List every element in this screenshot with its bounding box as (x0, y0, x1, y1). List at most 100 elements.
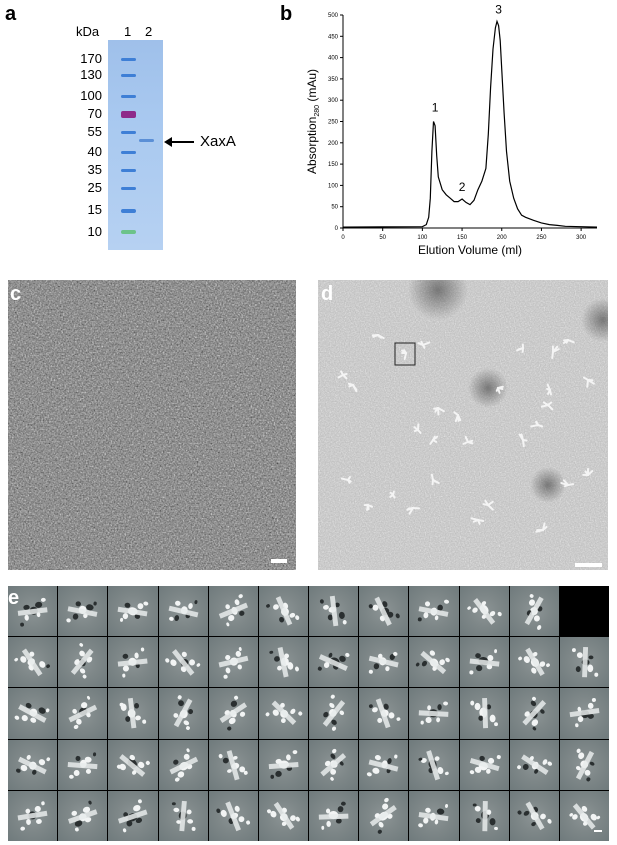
panel-label-e: e (8, 587, 20, 609)
particle-density (265, 596, 300, 626)
particle-density (171, 800, 196, 832)
y-tick-label: 0 (335, 226, 339, 232)
particle-density (265, 700, 303, 726)
class-average (559, 739, 609, 790)
class-average (559, 637, 609, 688)
particle-density (469, 698, 498, 729)
class-average (309, 688, 359, 739)
particle-density (117, 753, 151, 777)
class-average (258, 790, 308, 841)
particle-density (468, 649, 499, 675)
panel-label-c: c (10, 283, 22, 305)
particle-density (68, 800, 98, 832)
y-tick-label: 100 (328, 183, 339, 189)
particle-density (469, 754, 501, 774)
class-average (409, 586, 459, 637)
class-average (559, 688, 609, 739)
class-average (309, 739, 359, 790)
particle-density (118, 799, 148, 833)
particle-density (218, 594, 248, 627)
particle-density (522, 697, 546, 731)
class-average (309, 790, 359, 841)
class-average (158, 688, 208, 739)
particle (567, 483, 575, 486)
particle-density (219, 696, 247, 731)
particle-density (319, 595, 347, 627)
peak-label: 3 (495, 2, 502, 16)
particle-density (14, 703, 50, 724)
marker-label: 130 (80, 67, 102, 82)
particle (453, 411, 459, 416)
particle-density (117, 601, 149, 622)
particle (352, 384, 358, 392)
class-average (459, 586, 509, 637)
x-tick-label: 250 (536, 235, 547, 241)
class-average (509, 688, 559, 739)
marker-band (121, 58, 136, 61)
x-axis-label: Elution Volume (ml) (418, 243, 522, 257)
marker-label: 100 (80, 88, 102, 103)
particle (454, 414, 459, 423)
particle-density (269, 647, 299, 678)
particle-density (16, 754, 51, 775)
particle (389, 494, 394, 498)
chart-svg: 0 50 100 150 200 250 300 0 50 100 150 200 250 300 350 4… (305, 2, 598, 257)
class-average (58, 790, 108, 841)
particle (587, 470, 594, 476)
particle-density (168, 600, 198, 622)
class-average (208, 739, 258, 790)
class-averages-grid (8, 586, 609, 841)
class-average (8, 637, 58, 688)
class-average (108, 688, 158, 739)
panel-label-a: a (5, 3, 17, 25)
class-average (459, 688, 509, 739)
particle (377, 334, 385, 340)
particle (547, 404, 554, 411)
y-tick-label: 200 (328, 141, 339, 147)
x-tick-label: 50 (379, 235, 386, 241)
class-average (58, 688, 108, 739)
peak-label: 1 (432, 100, 439, 114)
class-average (258, 637, 308, 688)
particle (546, 383, 551, 391)
gel-image (108, 40, 163, 250)
class-average (158, 739, 208, 790)
scale-bar (271, 559, 287, 563)
class-average (359, 586, 409, 637)
marker-label: 35 (87, 162, 102, 177)
class-average (459, 790, 509, 841)
particle (413, 429, 419, 433)
scale-bar (575, 563, 602, 567)
particle-density (418, 803, 449, 828)
class-average (559, 790, 609, 841)
particle (433, 407, 439, 410)
marker-label: 170 (80, 51, 102, 66)
particle-density (215, 801, 250, 831)
scale-bar (594, 830, 602, 832)
class-average (509, 739, 559, 790)
particle-density (172, 695, 193, 731)
y-tick-label: 450 (328, 34, 339, 40)
class-average (208, 688, 258, 739)
marker-label: 70 (87, 106, 102, 121)
lane-label-1: 1 (124, 24, 132, 39)
particle (470, 517, 479, 521)
particle-density (569, 803, 600, 830)
class-average (208, 790, 258, 841)
class-average (8, 790, 58, 841)
class-average (158, 586, 208, 637)
x-tick-label: 100 (417, 235, 428, 241)
particle (586, 379, 589, 388)
class-average (208, 637, 258, 688)
particle-density (68, 696, 98, 730)
class-average (108, 790, 158, 841)
marker-label: 15 (87, 202, 102, 217)
marker-band (121, 131, 136, 134)
y-tick-label: 50 (331, 205, 338, 211)
particle-density (266, 801, 300, 830)
particle (347, 476, 351, 481)
class-average (509, 790, 559, 841)
micrograph-c: c (8, 280, 296, 570)
class-average (359, 790, 409, 841)
particle-density (368, 652, 399, 674)
